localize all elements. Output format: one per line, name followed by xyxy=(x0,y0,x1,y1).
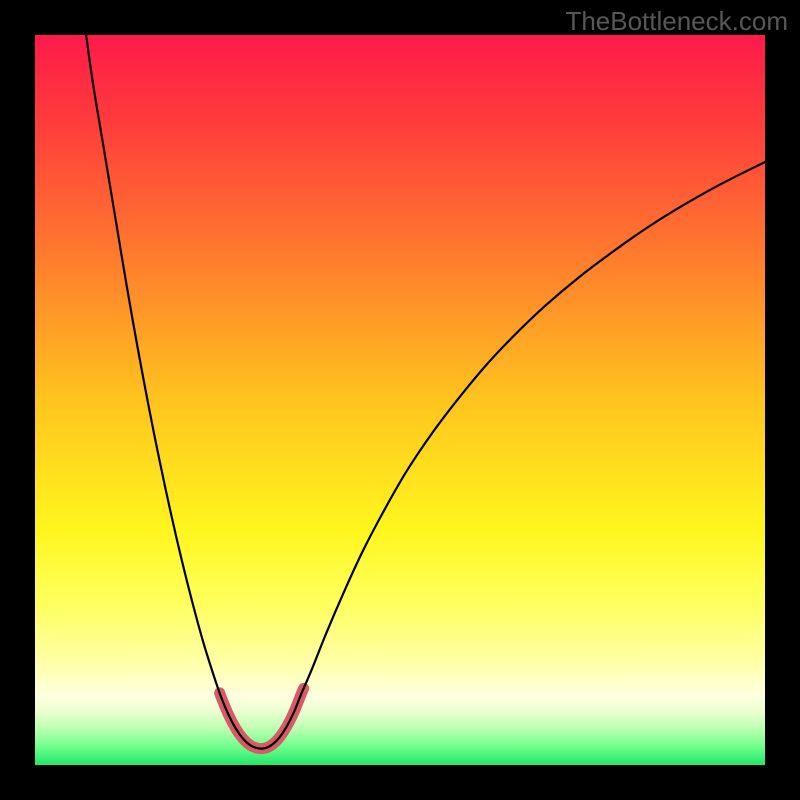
plot-gradient xyxy=(35,35,765,765)
bottleneck-chart xyxy=(0,0,800,800)
watermark-text: TheBottleneck.com xyxy=(565,6,788,37)
